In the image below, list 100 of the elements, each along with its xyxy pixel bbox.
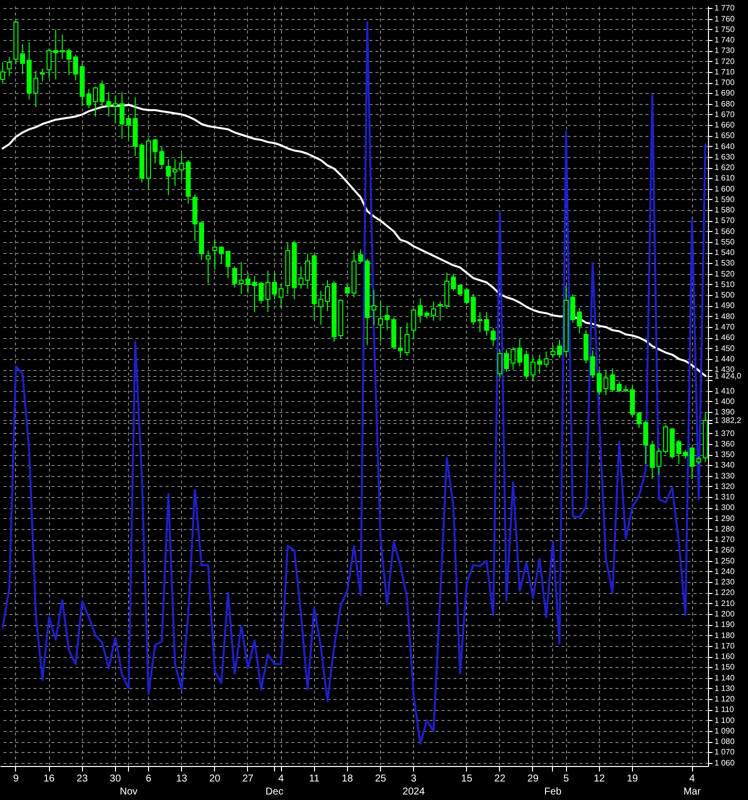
y-tick-label: 1 640 <box>714 142 736 151</box>
y-tick-label: 1 150 <box>714 662 736 672</box>
x-tick-label: 30 <box>110 774 122 784</box>
y-tick-label: 1 410 <box>714 386 736 396</box>
y-tick-label: 1 680 <box>714 99 736 108</box>
y-tick-label: 1 220 <box>714 588 736 598</box>
x-tick-label: 27 <box>242 774 254 784</box>
candlestick <box>159 146 164 170</box>
y-tick-label: 1 670 <box>714 110 736 119</box>
y-tick-label: 1 250 <box>714 556 736 566</box>
y-tick-label: 1 690 <box>714 88 736 98</box>
x-tick-label: 9 <box>13 774 20 784</box>
y-tick-label: 1 310 <box>714 492 736 502</box>
y-tick-label: 1 600 <box>714 184 736 194</box>
y-tick-label: 1 610 <box>714 174 736 183</box>
x-tick-label: 11 <box>309 774 320 784</box>
y-tick-label: 1 170 <box>714 641 736 650</box>
candlestick <box>6 56 12 77</box>
y-tick-label: 1 480 <box>714 312 736 321</box>
x-tick-label: 4 Mar <box>683 774 702 798</box>
y-tick-label: 1 230 <box>714 578 736 587</box>
y-tick-label: 1 440 <box>714 354 736 364</box>
y-tick-label: 1 470 <box>714 322 736 332</box>
x-tick-label: Feb <box>544 786 562 798</box>
x-tick-label: 29 <box>527 774 539 784</box>
candlestick <box>438 300 443 322</box>
x-tick-label: Dec <box>266 786 284 798</box>
x-tick-label: 16 <box>43 774 56 784</box>
y-tick-label: 1 750 <box>714 24 736 34</box>
y-tick-label: 1 620 <box>714 163 736 172</box>
candlestick <box>490 328 496 347</box>
y-tick-label: 1 650 <box>714 131 736 140</box>
y-tick-label: 1 340 <box>714 460 736 470</box>
y-tick-label: 1 580 <box>714 206 736 215</box>
candlestick <box>206 250 211 284</box>
y-tick-label: 1 190 <box>714 620 736 630</box>
x-tick-label: 23 <box>76 774 88 784</box>
y-tick-label: 1 270 <box>714 535 736 544</box>
candlestick <box>232 266 238 288</box>
x-tick-label: Nov <box>120 786 138 798</box>
y-tick-label: 1 110 <box>714 705 734 714</box>
x-tick-label: 20 <box>209 774 221 784</box>
y-tick-label: 1 400 <box>714 396 736 406</box>
y-tick-label: 1 070 <box>714 748 736 757</box>
x-tick-label: 25 <box>374 774 387 784</box>
y-tick-label: 1 240 <box>714 566 736 576</box>
y-tick-label: 1 120 <box>714 694 736 704</box>
y-tick-label: 1 450 <box>714 344 736 353</box>
y-tick-label: 1 350 <box>714 450 736 460</box>
y-tick-label: 1 130 <box>714 684 736 693</box>
y-tick-label: 1 140 <box>714 673 736 682</box>
candlestick <box>371 289 376 326</box>
candlestick <box>40 68 45 82</box>
y-tick-label: 1 320 <box>714 482 736 491</box>
y-tick-label: 1 720 <box>714 56 736 66</box>
y-tick-label: 1 060 <box>714 758 736 768</box>
y-tick-label: 1 510 <box>714 280 736 289</box>
candlestick <box>33 70 38 108</box>
y-tick-label: 1 424,0 <box>714 371 742 380</box>
y-tick-label: 1 660 <box>714 120 736 130</box>
x-tick-label: 19 <box>626 774 638 784</box>
y-tick-label: 1 730 <box>714 46 736 56</box>
y-tick-label: 1 330 <box>714 471 736 480</box>
y-tick-label: 1 370 <box>714 428 736 438</box>
y-tick-label: 1 300 <box>714 503 736 512</box>
y-tick-label: 1 210 <box>714 598 736 608</box>
x-tick-label: 3 2024 <box>402 774 426 798</box>
y-tick-label: 1 460 <box>714 333 736 342</box>
y-tick-label: 1 100 <box>714 716 736 725</box>
x-tick-label: 18 <box>342 774 354 784</box>
y-tick-label: 1 160 <box>714 652 736 662</box>
y-tick-label: 1 740 <box>714 36 736 45</box>
y-tick-label: 1 090 <box>714 726 736 736</box>
x-tick-label: 13 <box>176 774 188 784</box>
y-tick-label: 1 560 <box>714 226 736 236</box>
y-tick-label: 1 280 <box>714 524 736 534</box>
x-tick-label: 22 <box>494 774 506 784</box>
x-tick-label: 4 <box>278 774 284 784</box>
x-tick-label: 6 <box>146 774 152 784</box>
y-tick-label: 1 360 <box>714 439 736 448</box>
y-tick-label: 1 710 <box>714 67 736 76</box>
y-tick-label: 1 520 <box>714 269 736 278</box>
y-tick-label: 1 760 <box>714 14 736 24</box>
y-tick-label: 1 200 <box>714 610 736 618</box>
y-tick-label: 1 290 <box>714 514 736 523</box>
candlestick <box>411 308 416 340</box>
y-tick-label: 1 570 <box>714 216 736 226</box>
y-tick-label: 1 080 <box>714 737 736 746</box>
y-tick-label: 1 530 <box>714 258 736 268</box>
y-tick-label: 1 382,2 <box>714 416 742 425</box>
y-tick-label: 1 630 <box>714 152 736 162</box>
y-tick-label: 1 550 <box>714 237 736 246</box>
x-tick-label: 12 <box>594 774 606 784</box>
y-tick-label: 1 500 <box>714 290 736 300</box>
x-tick-label: 15 <box>461 774 473 784</box>
y-tick-label: 1 590 <box>714 194 736 204</box>
y-tick-label: 1 770 <box>714 4 736 13</box>
y-tick-label: 1 260 <box>714 546 736 555</box>
y-tick-label: 1 180 <box>714 630 736 640</box>
y-tick-label: 1 490 <box>714 301 736 310</box>
